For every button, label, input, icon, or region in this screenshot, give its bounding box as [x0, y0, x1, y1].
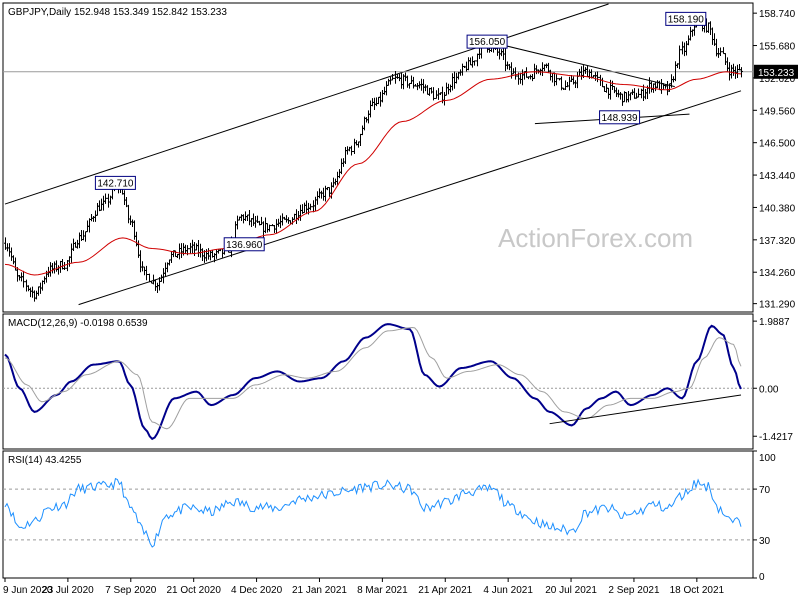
price-annotation-box — [223, 237, 265, 252]
ohlc-bar — [432, 87, 435, 101]
macd-axis-label: 0.00 — [759, 384, 779, 395]
date-axis-label: 9 Jun 2020 — [3, 585, 53, 596]
price-axis-label: 134.260 — [759, 268, 796, 279]
moving-average-line — [4, 71, 742, 276]
macd-line — [4, 323, 742, 441]
current-price-label: 153.233 — [758, 68, 795, 79]
price-annotation-label: 156.050 — [469, 37, 506, 48]
watermark: ActionForex.com — [498, 223, 693, 253]
macd-axis-label: -1.4217 — [759, 432, 793, 443]
date-axis-label: 21 Apr 2021 — [418, 585, 472, 596]
macd-trendline — [549, 394, 742, 425]
trendline-channel-lower — [78, 90, 742, 306]
price-panel-header: GBPJPY,Daily 152.948 153.349 152.842 153… — [8, 7, 227, 18]
ohlc-bar — [740, 67, 743, 78]
price-axis-label: 137.320 — [759, 236, 796, 247]
date-axis-label: 4 Jun 2021 — [483, 585, 533, 596]
price-axis-label: 155.680 — [759, 42, 796, 53]
macd-axis-label: 1.9887 — [759, 317, 790, 328]
macd-signal-line — [4, 326, 742, 430]
price-annotation-label: 158.190 — [668, 14, 705, 25]
date-axis-label: 21 Oct 2020 — [166, 585, 221, 596]
price-annotation-label: 142.710 — [97, 178, 134, 189]
ohlc-bar — [22, 270, 25, 288]
price-axis-label: 149.560 — [759, 106, 796, 117]
price-panel — [2, 2, 754, 313]
price-annotation-box — [466, 34, 508, 49]
date-axis-label: 2 Sep 2021 — [608, 585, 660, 596]
current-price-tag — [754, 64, 798, 79]
date-axis-label: 23 Jul 2020 — [42, 585, 94, 596]
price-axis-label: 131.290 — [759, 300, 796, 311]
ohlc-bar — [473, 60, 476, 66]
ohlc-bar — [63, 261, 66, 270]
ohlc-bar — [350, 145, 353, 156]
price-annotation-label: 148.939 — [601, 113, 638, 124]
rsi-line — [4, 477, 742, 548]
rsi-axis-label: 100 — [759, 453, 776, 464]
price-axis-label: 158.740 — [759, 9, 796, 20]
rsi-axis-label: 70 — [759, 485, 771, 496]
date-axis-label: 18 Oct 2021 — [670, 585, 725, 596]
price-annotation-box — [94, 175, 136, 190]
trendline-channel-upper — [4, 3, 609, 205]
ohlc-bar — [145, 265, 148, 281]
ohlc-bar — [268, 224, 271, 232]
ohlc-bar — [678, 45, 681, 70]
macd-panel — [2, 313, 754, 450]
price-annotation-label: 136.960 — [226, 240, 263, 251]
rsi-axis-label: 0 — [759, 572, 765, 583]
ohlc-bar — [104, 193, 107, 204]
ohlc-bar — [555, 74, 558, 86]
macd-panel-header: MACD(12,26,9) -0.0198 0.6539 — [8, 318, 148, 329]
ohlc-bar — [514, 67, 517, 80]
rsi-axis-label: 30 — [759, 536, 771, 547]
price-annotation-box — [665, 11, 707, 26]
ohlc-bar — [391, 74, 394, 81]
price-axis-label: 140.380 — [759, 203, 796, 214]
price-axis-label: 143.440 — [759, 171, 796, 182]
ohlc-bar — [637, 88, 640, 98]
rsi-panel-header: RSI(14) 43.4255 — [8, 455, 82, 466]
ohlc-bar — [309, 203, 312, 211]
ohlc-bar — [596, 71, 599, 83]
date-axis-label: 20 Jul 2021 — [545, 585, 597, 596]
date-axis-label: 4 Dec 2020 — [231, 585, 283, 596]
rsi-panel — [2, 450, 754, 579]
price-annotation-box — [599, 110, 641, 125]
date-axis-label: 8 Mar 2021 — [357, 585, 408, 596]
price-axis-label: 152.620 — [759, 74, 796, 85]
ohlc-bar — [719, 47, 722, 56]
date-axis-label: 7 Sep 2020 — [105, 585, 157, 596]
price-axis-label: 146.500 — [759, 139, 796, 150]
date-axis-label: 21 Jan 2021 — [292, 585, 347, 596]
trendline-triangle-top — [490, 41, 675, 88]
